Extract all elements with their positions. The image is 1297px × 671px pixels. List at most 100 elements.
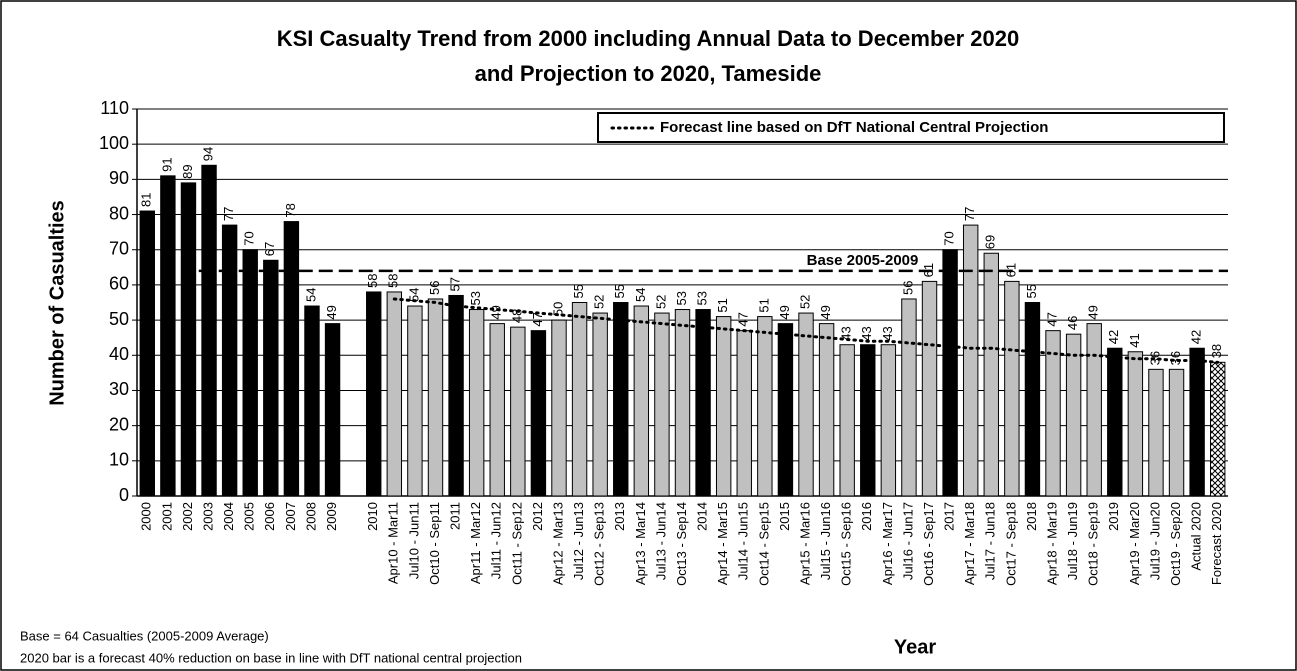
bar [942, 249, 958, 497]
x-tick-label: Jul11 - Jun12 [489, 502, 504, 579]
x-tick-label: Apr13 - Mar14 [633, 502, 648, 585]
bar [201, 164, 217, 497]
bar [674, 309, 691, 497]
x-tick-label: Apr10 - Mar11 [386, 502, 401, 584]
bar [1148, 368, 1164, 497]
value-label: 52 [592, 295, 607, 309]
x-tick-label: 2007 [283, 502, 298, 531]
value-label: 43 [880, 326, 895, 340]
x-tick-label: Oct10 - Sep11 [427, 502, 442, 585]
x-tick-label: 2013 [612, 502, 627, 531]
value-label: 47 [736, 312, 751, 326]
y-tick-label: 80 [109, 203, 129, 223]
x-tick-label: 2016 [859, 502, 874, 531]
bar [263, 259, 279, 497]
bar [695, 309, 711, 497]
value-label: 46 [1065, 316, 1080, 330]
y-tick-label: 100 [99, 133, 129, 153]
y-tick-label: 10 [109, 450, 129, 470]
legend-box [597, 112, 1225, 143]
bar [427, 298, 444, 497]
bar [1065, 333, 1082, 497]
value-label: 53 [674, 291, 689, 305]
value-label: 51 [715, 298, 730, 312]
value-label: 49 [777, 305, 792, 319]
value-label: 69 [983, 235, 998, 249]
bar [386, 291, 403, 497]
y-tick-label: 40 [109, 344, 129, 364]
reference-label: Base 2005-2009 [807, 252, 919, 269]
value-label: 48 [509, 309, 524, 323]
x-tick-label: 2001 [159, 502, 174, 531]
x-tick-label: Jul13 - Jun14 [653, 502, 668, 580]
bar [1086, 323, 1102, 497]
x-tick-label: Apr15 - Mar16 [797, 502, 812, 585]
x-tick-label: 2006 [262, 502, 277, 531]
bar [1107, 347, 1123, 497]
x-tick-label: 2015 [777, 502, 792, 531]
bar [592, 312, 608, 497]
bar [818, 323, 835, 497]
bar [654, 312, 670, 497]
bar [221, 224, 238, 497]
x-tick-label: Oct18 - Sep19 [1086, 502, 1101, 586]
value-label: 38 [1209, 344, 1224, 358]
bar [407, 305, 423, 497]
value-label: 91 [159, 157, 174, 171]
x-tick-label: Oct16 - Sep17 [921, 502, 936, 586]
note: 2020 bar is a forecast 40% reduction on … [20, 650, 522, 665]
value-label: 78 [283, 203, 298, 217]
y-tick-label: 70 [109, 238, 129, 258]
bar [366, 291, 382, 497]
bar [1024, 302, 1041, 497]
x-tick-label: Jul17 - Jun18 [983, 502, 998, 580]
x-tick-label: Apr18 - Mar19 [1044, 502, 1059, 585]
x-tick-label: Jul16 - Jun17 [900, 502, 915, 580]
bar [571, 302, 588, 497]
x-tick-label: Apr16 - Mar17 [880, 502, 895, 585]
value-label: 94 [200, 147, 215, 161]
x-tick-label: 2003 [200, 502, 215, 531]
x-tick-label: Oct14 - Sep15 [756, 502, 771, 586]
bar [860, 344, 876, 497]
note: Base = 64 Casualties (2005-2009 Average) [20, 628, 269, 643]
chart-title: KSI Casualty Trend from 2000 including A… [277, 26, 1020, 51]
bar [921, 280, 938, 497]
bar [448, 294, 464, 497]
x-tick-label: Apr12 - Mar13 [550, 502, 565, 585]
bar [1004, 280, 1020, 497]
x-tick-label: Jul14 - Jun15 [736, 502, 751, 580]
x-tick-label: Apr14 - Mar15 [715, 502, 730, 585]
x-tick-label: Apr17 - Mar18 [962, 502, 977, 585]
value-label: 56 [427, 281, 442, 295]
value-label: 42 [1106, 330, 1121, 344]
y-tick-label: 60 [109, 274, 129, 294]
value-label: 49 [1086, 305, 1101, 319]
bar [901, 298, 917, 497]
value-label: 47 [1044, 312, 1059, 326]
value-label: 43 [839, 326, 854, 340]
bar [962, 224, 979, 497]
x-axis-label: Year [894, 636, 936, 658]
value-label: 58 [365, 273, 380, 287]
value-label: 77 [962, 207, 977, 221]
bar [1045, 330, 1061, 497]
bar [880, 344, 897, 497]
bar [983, 252, 999, 497]
value-label: 55 [571, 284, 586, 298]
value-label: 51 [756, 298, 771, 312]
y-tick-label: 50 [109, 309, 129, 329]
value-label: 41 [1127, 333, 1142, 347]
x-tick-label: Jul15 - Jun16 [818, 502, 833, 580]
value-label: 47 [530, 312, 545, 326]
bar [242, 249, 258, 497]
x-tick-label: Oct11 - Sep12 [509, 502, 524, 585]
value-label: 81 [139, 193, 154, 207]
value-label: 53 [468, 291, 483, 305]
bar [633, 305, 650, 497]
bar [1189, 347, 1205, 497]
bar [777, 323, 794, 497]
bar [613, 302, 629, 497]
